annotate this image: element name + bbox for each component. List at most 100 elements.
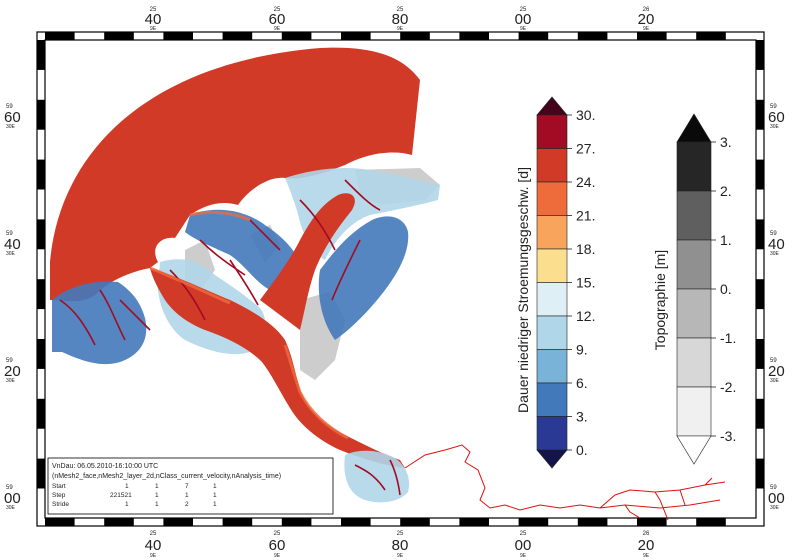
bottom-label-main: 20 <box>638 537 655 554</box>
velocity-colorbar: Dauer niedriger Stroemungsgeschw. [d] 30… <box>515 96 595 469</box>
bottom-label-sup: 25 <box>274 531 281 537</box>
scale-bar-segment <box>37 458 45 489</box>
info-row-label: Stride <box>52 501 69 508</box>
estuary-map <box>50 47 726 521</box>
info-line-1: VnDau: 06.05.2010-16:10:00 UTC <box>52 463 158 470</box>
colorbar-tick-label: 3. <box>576 409 588 425</box>
scale-bar-segment <box>696 518 726 526</box>
info-row-label: Step <box>52 492 66 499</box>
left-label-sup: 59 <box>6 485 13 491</box>
left-label-main: 00 <box>4 490 21 507</box>
topo-tick-label: 2. <box>720 183 732 199</box>
info-row-value: 1 <box>125 483 129 490</box>
scale-bar-segment <box>37 159 45 190</box>
info-row-value: 7 <box>185 483 189 490</box>
sea-area <box>50 47 420 302</box>
deep-channel-line <box>169 269 206 321</box>
info-row-value: 1 <box>213 483 217 490</box>
topo-tick-label: -1. <box>720 330 736 346</box>
right-axis-labels: 59 60 30E 59 40 30E 59 20 30E 59 00 30E <box>768 104 785 511</box>
scale-bar-segment <box>756 99 764 130</box>
info-box: VnDau: 06.05.2010-16:10:00 UTC (nMesh2_f… <box>47 457 334 515</box>
scale-bar-segment <box>459 518 489 526</box>
top-label-sub: 9E <box>150 26 157 32</box>
deep-channel-line <box>99 289 126 341</box>
colorbar-segment <box>536 416 568 451</box>
bottom-label-sub: 9E <box>150 553 157 559</box>
left-label-main: 40 <box>4 236 21 253</box>
right-label-sup: 59 <box>770 358 777 364</box>
colorbar-top-triangle <box>536 96 568 116</box>
right-label-main: 60 <box>768 109 785 126</box>
map-frame <box>36 31 765 527</box>
info-row-label: Start <box>52 483 66 490</box>
scale-bar-segment <box>45 518 75 526</box>
colorbar-tick-label: 15. <box>576 275 595 291</box>
scale-bar-segment <box>341 32 371 40</box>
topography-colorbar: Topographie [m] 3. 2. 1. 0. -1. -2. -3. <box>652 113 736 465</box>
topo-tick-label: 0. <box>720 281 732 297</box>
left-label-sub: 30E <box>6 505 16 511</box>
colorbar-segment <box>536 215 568 250</box>
info-row-value: 1 <box>213 492 217 499</box>
topo-tick-label: 1. <box>720 232 732 248</box>
info-row-value: 2 <box>185 501 189 508</box>
topo-tick-label: -3. <box>720 428 736 444</box>
colorbar-segment <box>536 181 568 216</box>
scale-bar-segment <box>37 279 45 310</box>
deep-channel-line <box>344 179 381 211</box>
right-label-sub: 30E <box>770 251 780 257</box>
scale-bar-segment <box>756 339 764 369</box>
colorbar-segment <box>536 248 568 283</box>
bottom-label-main: 00 <box>515 537 532 554</box>
scale-bar-segment <box>756 279 764 310</box>
top-label-sup: 26 <box>643 7 650 13</box>
top-label-main: 00 <box>515 11 532 28</box>
top-axis-labels: 25 40 9E 25 60 9E 25 80 9E 25 00 9E 26 2… <box>145 7 655 32</box>
scale-bar-segment <box>281 518 312 526</box>
bottom-label-sup: 25 <box>520 531 527 537</box>
info-row-value: 1 <box>155 483 159 490</box>
scale-bar-segment <box>400 518 430 526</box>
top-label-main: 20 <box>638 11 655 28</box>
left-label-sup: 59 <box>6 104 13 110</box>
scale-bar-segment <box>37 398 45 429</box>
river-lines <box>404 444 726 521</box>
top-label-sup: 25 <box>520 7 527 13</box>
colorbar-segment <box>536 315 568 350</box>
right-label-main: 40 <box>768 236 785 253</box>
deep-channel-line <box>229 259 259 306</box>
bottom-label-sub: 9E <box>520 553 527 559</box>
topo-bar-segment <box>676 239 712 290</box>
left-label-sub: 30E <box>6 124 16 130</box>
channel-fringe <box>149 266 231 305</box>
shoal-north <box>185 209 305 292</box>
top-label-sub: 9E <box>397 26 404 32</box>
top-label-sup: 25 <box>397 7 404 13</box>
info-row-value: 1 <box>155 492 159 499</box>
colorbar-tick-label: 30. <box>576 107 595 123</box>
bottom-label-sup: 26 <box>643 531 650 537</box>
deep-channel-line <box>389 459 401 496</box>
scale-bar-segment <box>37 219 45 250</box>
scale-bar-segment <box>577 518 608 526</box>
topo-bar-bottom-triangle <box>676 435 712 465</box>
scale-bar-segment <box>37 40 45 70</box>
right-label-sup: 59 <box>770 104 777 110</box>
scale-bar-segment <box>37 99 45 130</box>
left-label-sub: 30E <box>6 251 16 257</box>
shoal-south <box>344 450 410 503</box>
velocity-colorbar-title: Dauer niedriger Stroemungsgeschw. [d] <box>515 167 531 413</box>
colorbar-segment <box>536 282 568 317</box>
info-row-value: 1 <box>155 501 159 508</box>
topo-tick-label: 3. <box>720 134 732 150</box>
scale-bar-segment <box>637 518 667 526</box>
right-label-sup: 59 <box>770 485 777 491</box>
deep-channel-line <box>249 219 281 251</box>
top-label-main: 80 <box>392 11 409 28</box>
bottom-label-sup: 25 <box>397 531 404 537</box>
scale-bar-segment <box>222 518 253 526</box>
colorbar-bottom-triangle <box>536 449 568 469</box>
scale-bar-segment <box>163 32 193 40</box>
scale-bar-segment <box>518 32 549 40</box>
